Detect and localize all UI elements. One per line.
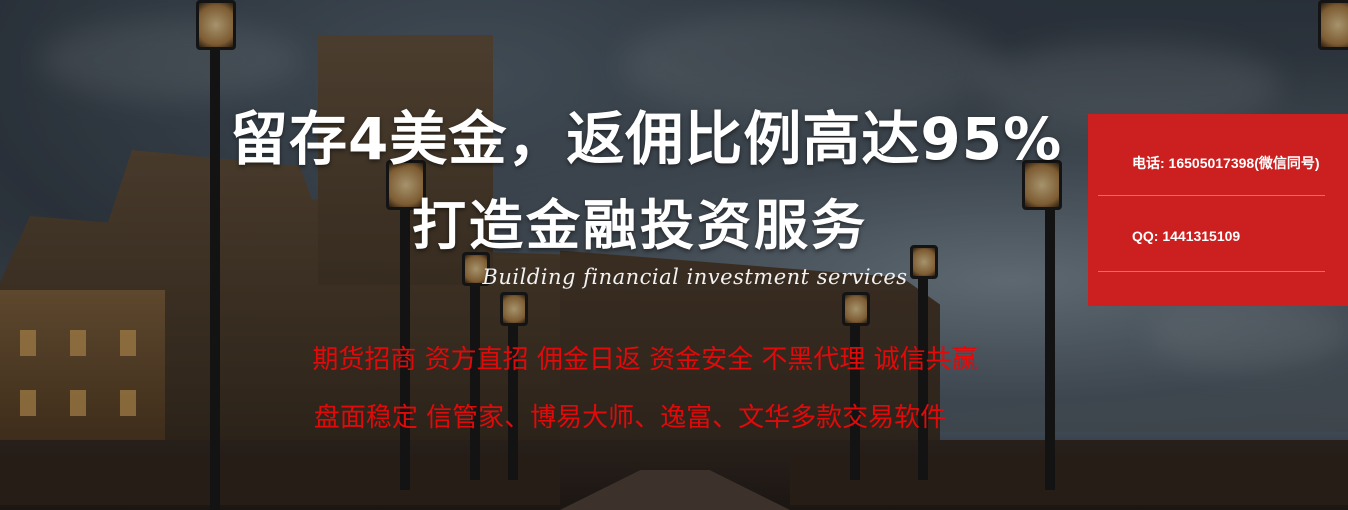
lamp-post — [508, 310, 518, 480]
lamp-post — [210, 40, 220, 510]
lamp-icon — [1318, 0, 1348, 50]
divider — [1098, 195, 1325, 196]
lamp-icon — [386, 160, 426, 210]
window — [120, 390, 136, 416]
divider — [1098, 271, 1325, 272]
lamp-icon — [462, 252, 490, 286]
cloud — [40, 20, 300, 100]
lamp-icon — [910, 245, 938, 279]
lamp-post — [850, 310, 860, 480]
window — [70, 390, 86, 416]
cloud — [620, 10, 1000, 120]
railing-left — [0, 455, 560, 505]
lamp-post — [470, 280, 480, 480]
cloud — [1150, 300, 1348, 370]
lamp-icon — [842, 292, 870, 326]
lamp-icon — [1022, 160, 1062, 210]
lamp-post — [918, 270, 928, 480]
contact-phone: 电话: 16505017398(微信同号) — [1098, 150, 1336, 176]
contact-panel: 电话: 16505017398(微信同号) QQ: 1441315109 — [1088, 114, 1348, 306]
lamp-post — [1045, 200, 1055, 490]
contact-phone-text: 电话: 16505017398(微信同号) — [1132, 155, 1320, 171]
lamp-post — [400, 190, 410, 490]
features-line-2: 盘面稳定 信管家、博易大师、逸富、文华多款交易软件 — [313, 403, 947, 433]
window — [20, 330, 36, 356]
lamp-icon — [196, 0, 236, 50]
banner-subheadline: 打造金融投资服务 — [412, 194, 868, 257]
lamp-icon — [500, 292, 528, 326]
window — [20, 390, 36, 416]
building-left — [0, 290, 165, 440]
contact-qq: QQ: 1441315109 — [1132, 228, 1241, 244]
banner-english-tagline: Building financial investment services — [482, 265, 908, 289]
window — [120, 330, 136, 356]
railing-right — [790, 455, 1348, 505]
features-line-1: 期货招商 资方直招 佣金日返 资金安全 不黑代理 诚信共赢 — [312, 345, 978, 375]
window — [70, 330, 86, 356]
banner-headline: 留存4美金，返佣比例高达95% — [230, 105, 1063, 173]
